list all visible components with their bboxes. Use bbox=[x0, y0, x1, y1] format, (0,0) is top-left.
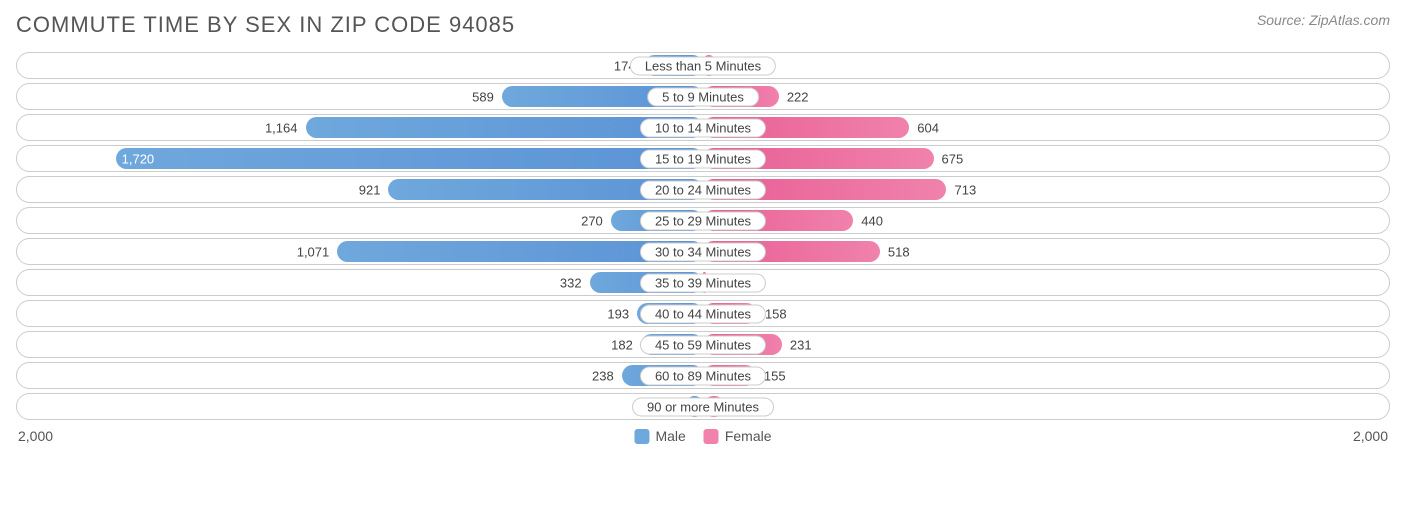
legend-item-male: Male bbox=[634, 428, 685, 444]
bar-row: 182 231 45 to 59 Minutes bbox=[16, 331, 1390, 358]
legend-label-female: Female bbox=[725, 428, 772, 444]
bar-right-wrap: 9 bbox=[703, 272, 1386, 293]
value-label-male: 1,164 bbox=[265, 120, 306, 135]
bar-left-wrap: 238 bbox=[20, 365, 703, 386]
value-label-male: 270 bbox=[581, 213, 611, 228]
chart-title: COMMUTE TIME BY SEX IN ZIP CODE 94085 bbox=[16, 12, 515, 38]
bar-right-wrap: 231 bbox=[703, 334, 1386, 355]
category-label: Less than 5 Minutes bbox=[630, 56, 776, 75]
chart-header: COMMUTE TIME BY SEX IN ZIP CODE 94085 So… bbox=[16, 12, 1390, 38]
bar-row: 270 440 25 to 29 Minutes bbox=[16, 207, 1390, 234]
category-label: 25 to 29 Minutes bbox=[640, 211, 766, 230]
value-label-male: 589 bbox=[472, 89, 502, 104]
value-label-male: 332 bbox=[560, 275, 590, 290]
bar-row: 238 15560 to 89 Minutes bbox=[16, 362, 1390, 389]
value-label-male: 182 bbox=[611, 337, 641, 352]
value-label-male: 1,071 bbox=[297, 244, 338, 259]
value-label-male: 921 bbox=[359, 182, 389, 197]
bar-row: 589 222 5 to 9 Minutes bbox=[16, 83, 1390, 110]
bar-right-wrap: 604 bbox=[703, 117, 1386, 138]
category-label: 60 to 89 Minutes bbox=[640, 366, 766, 385]
bar-left-wrap: 1,071 bbox=[20, 241, 703, 262]
bar-left-wrap: 182 bbox=[20, 334, 703, 355]
value-label-female: 675 bbox=[934, 151, 964, 166]
category-label: 20 to 24 Minutes bbox=[640, 180, 766, 199]
bar-right-wrap: 63 bbox=[703, 396, 1386, 417]
legend-item-female: Female bbox=[704, 428, 772, 444]
bar-left-wrap: 1,164 bbox=[20, 117, 703, 138]
bar-row: 921 713 20 to 24 Minutes bbox=[16, 176, 1390, 203]
bar-right-wrap: 440 bbox=[703, 210, 1386, 231]
value-label-female: 518 bbox=[880, 244, 910, 259]
value-label-female: 231 bbox=[782, 337, 812, 352]
swatch-female bbox=[704, 429, 719, 444]
bar-right-wrap: 675 bbox=[703, 148, 1386, 169]
category-label: 35 to 39 Minutes bbox=[640, 273, 766, 292]
value-label-male: 238 bbox=[592, 368, 622, 383]
category-label: 40 to 44 Minutes bbox=[640, 304, 766, 323]
value-label-female: 222 bbox=[779, 89, 809, 104]
bar-row: 1,164 604 10 to 14 Minutes bbox=[16, 114, 1390, 141]
bar-left-wrap: 589 bbox=[20, 86, 703, 107]
axis-max-left: 2,000 bbox=[18, 428, 53, 444]
value-label-female: 713 bbox=[946, 182, 976, 197]
chart-footer: 2,000 Male Female 2,000 bbox=[16, 426, 1390, 450]
bar-right-wrap: 713 bbox=[703, 179, 1386, 200]
category-label: 10 to 14 Minutes bbox=[640, 118, 766, 137]
legend-label-male: Male bbox=[655, 428, 685, 444]
bar-row: 516390 or more Minutes bbox=[16, 393, 1390, 420]
bar-right-wrap: 158 bbox=[703, 303, 1386, 324]
bar-right-wrap: 222 bbox=[703, 86, 1386, 107]
bar-row: 332 935 to 39 Minutes bbox=[16, 269, 1390, 296]
axis-max-right: 2,000 bbox=[1353, 428, 1388, 444]
legend: Male Female bbox=[634, 428, 771, 444]
value-label-male: 193 bbox=[607, 306, 637, 321]
value-label-female: 604 bbox=[909, 120, 939, 135]
chart-source: Source: ZipAtlas.com bbox=[1257, 12, 1390, 28]
bar-row: 193 15840 to 44 Minutes bbox=[16, 300, 1390, 327]
bar-left-wrap: 193 bbox=[20, 303, 703, 324]
bar-male: 1,720 bbox=[116, 148, 703, 169]
bar-row: 1,071 518 30 to 34 Minutes bbox=[16, 238, 1390, 265]
category-label: 5 to 9 Minutes bbox=[647, 87, 759, 106]
commute-time-chart: COMMUTE TIME BY SEX IN ZIP CODE 94085 So… bbox=[0, 0, 1406, 523]
bar-right-wrap: 155 bbox=[703, 365, 1386, 386]
bar-right-wrap: 36 bbox=[703, 55, 1386, 76]
bar-left-wrap: 270 bbox=[20, 210, 703, 231]
bar-row: 1,720 675 15 to 19 Minutes bbox=[16, 145, 1390, 172]
bar-left-wrap: 332 bbox=[20, 272, 703, 293]
bar-left-wrap: 174 bbox=[20, 55, 703, 76]
value-label-male: 1,720 bbox=[122, 151, 155, 166]
category-label: 15 to 19 Minutes bbox=[640, 149, 766, 168]
bar-left-wrap: 1,720 bbox=[20, 148, 703, 169]
bar-left-wrap: 921 bbox=[20, 179, 703, 200]
category-label: 90 or more Minutes bbox=[632, 397, 774, 416]
swatch-male bbox=[634, 429, 649, 444]
chart-rows: 17436Less than 5 Minutes 589 222 5 to 9 Min… bbox=[16, 52, 1390, 420]
bar-left-wrap: 51 bbox=[20, 396, 703, 417]
bar-right-wrap: 518 bbox=[703, 241, 1386, 262]
value-label-female: 440 bbox=[853, 213, 883, 228]
bar-row: 17436Less than 5 Minutes bbox=[16, 52, 1390, 79]
category-label: 30 to 34 Minutes bbox=[640, 242, 766, 261]
category-label: 45 to 59 Minutes bbox=[640, 335, 766, 354]
